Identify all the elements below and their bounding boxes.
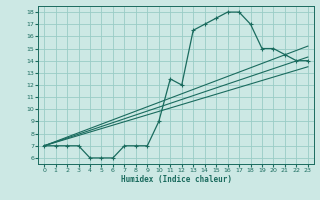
- X-axis label: Humidex (Indice chaleur): Humidex (Indice chaleur): [121, 175, 231, 184]
